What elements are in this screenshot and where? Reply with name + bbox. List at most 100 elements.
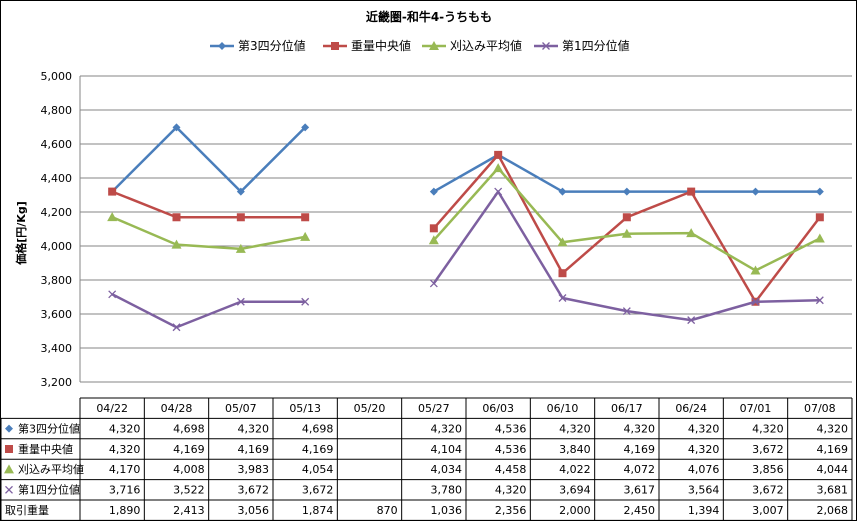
table-cell: 2,068 [817,504,849,517]
legend-entry: 第3四分位値 [210,38,306,53]
table-cell: 4,170 [109,463,141,476]
table-row-marker [4,464,14,474]
table-row-marker [5,445,13,453]
table-row: 重量中央値 4,320 4,169 4,169 4,169 4,104 4,536 3,840… [5,442,848,456]
data-point [108,290,117,299]
table-row-label: 取引重量 [5,503,49,517]
series-line [111,215,306,251]
series-3 [107,163,825,275]
data-point [622,307,631,316]
data-point [107,212,118,222]
data-point [301,123,310,132]
table-cell: 1,036 [431,504,463,517]
table-cell: 4,034 [431,463,463,476]
table-cell: 4,169 [624,443,656,456]
table-cell: 870 [377,504,398,517]
table-row-label: 第3四分位値 [18,421,80,435]
x-tick-label: 06/03 [482,402,514,415]
y-axis-label: 価格[円/Kg] [14,201,28,265]
series-lines [107,123,825,332]
table-row: 刈込み平均値 4,170 4,008 3,983 4,054 4,034 4,458 4,02… [4,463,848,476]
table-cell: 3,672 [302,484,334,497]
data-point [301,213,310,222]
table-cell: 4,698 [173,422,205,435]
data-point [172,323,181,332]
chart-title: 近畿圏-和牛4-うちもも [366,9,492,24]
table-row-label: 刈込み平均値 [18,463,84,476]
x-tick-label: 05/07 [225,402,257,415]
table-cell: 4,169 [817,443,849,456]
table-row: 第3四分位値 4,320 4,698 4,320 4,698 4,320 4,536 4,32… [5,421,848,435]
data-point [815,213,824,222]
data-point [428,235,439,245]
x-tick-label: 04/28 [161,402,193,415]
data-point [300,231,311,241]
table-row-label: 重量中央値 [18,442,73,456]
table-cell: 3,672 [238,484,270,497]
table-row-marker [5,485,13,494]
data-point [687,187,696,196]
table-cell: 3,840 [559,443,591,456]
table-cell: 4,054 [302,463,334,476]
data-point [558,269,567,278]
data-point [493,163,504,173]
series-line [111,293,306,329]
table-cell: 4,320 [688,422,720,435]
series-1 [108,123,824,196]
y-tick-label: 4,600 [41,138,73,151]
table-cell: 3,856 [752,463,784,476]
data-point [494,187,503,196]
x-tick-label: 07/01 [740,402,772,415]
data-point [429,187,438,196]
x-tick-label: 05/20 [354,402,386,415]
table-cell: 3,672 [752,443,784,456]
grid-lines [79,75,852,383]
data-point [751,187,760,196]
table-cell: 4,536 [495,443,527,456]
data-point [814,233,825,243]
table-cell: 4,022 [559,463,591,476]
y-tick-label: 3,600 [41,308,73,321]
data-point [557,237,568,247]
data-point [622,187,631,196]
table-cell: 3,522 [173,484,205,497]
data-point [750,265,761,275]
legend-entry: 第1四分位値 [534,38,630,53]
table-cell: 4,320 [238,422,270,435]
x-tick-label: 06/17 [611,402,643,415]
table-cell: 4,008 [173,463,205,476]
table-cell: 4,076 [688,463,720,476]
y-tick-label: 5,000 [41,70,73,83]
table-cell: 4,169 [173,443,205,456]
legend-marker [218,42,226,50]
table-cell: 3,056 [238,504,270,517]
y-tick-label: 3,800 [41,274,73,287]
table-cell: 2,413 [173,504,205,517]
legend: 第3四分位値 重量中央値 刈込み平均値 第1四分位値 [210,38,630,53]
table-cell: 1,890 [109,504,141,517]
x-tick-label: 07/08 [804,402,836,415]
series-line [432,190,820,322]
data-point [171,239,182,249]
data-table: 04/22 04/28 05/07 05/13 05/20 05/27 06/03 06/10… [1,397,853,521]
table-cell: 4,072 [624,463,656,476]
table-cell: 2,356 [495,504,527,517]
legend-marker [542,42,550,50]
table-cell: 3,716 [109,484,141,497]
data-point [301,297,310,306]
x-tick-label: 04/22 [96,402,128,415]
legend-label: 第1四分位値 [562,38,630,53]
x-tick-label: 05/13 [289,402,321,415]
data-point [558,294,567,302]
y-tick-label: 4,400 [41,172,73,185]
table-cell: 1,874 [302,504,334,517]
legend-entry: 重量中央値 [323,38,411,53]
y-tick-label: 4,800 [41,104,73,117]
data-point [687,316,696,325]
series-2 [108,150,824,306]
table-cell: 3,564 [688,484,720,497]
legend-marker [331,42,339,50]
data-point [815,296,824,305]
series-line [111,190,306,219]
